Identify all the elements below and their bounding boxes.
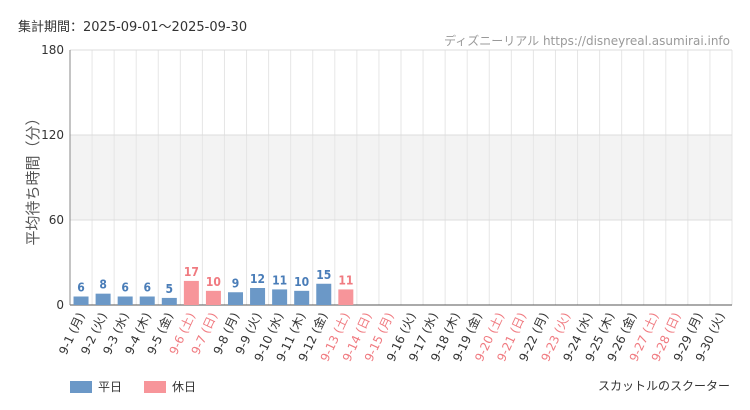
bar bbox=[338, 289, 354, 305]
legend-item-weekday: 平日 bbox=[70, 378, 122, 395]
legend-swatch-holiday bbox=[144, 380, 167, 393]
bar-value-label: 5 bbox=[166, 282, 174, 296]
bar-value-label: 15 bbox=[316, 268, 331, 282]
bar-value-label: 10 bbox=[294, 275, 309, 289]
bar bbox=[183, 280, 199, 305]
bar bbox=[161, 297, 177, 305]
grid-layer bbox=[69, 49, 733, 306]
bar-value-label: 17 bbox=[184, 265, 199, 279]
bar-value-label: 6 bbox=[77, 281, 85, 295]
legend-label-holiday: 休日 bbox=[172, 380, 197, 394]
legend-swatch-weekday bbox=[70, 380, 92, 393]
legend: 平日 休日 bbox=[70, 378, 218, 395]
y-tick-label: 120 bbox=[41, 128, 64, 142]
bar-value-label: 9 bbox=[232, 276, 240, 290]
legend-item-holiday: 休日 bbox=[144, 378, 196, 395]
period-label: 集計期間：2025-09-01～2025-09-30 bbox=[18, 20, 248, 35]
bar bbox=[250, 288, 266, 305]
bar-value-label: 11 bbox=[272, 273, 287, 287]
bar bbox=[73, 296, 89, 305]
y-tick-label: 0 bbox=[56, 298, 64, 312]
source-label: ディズニーリアル https://disneyreal.asumirai.inf… bbox=[444, 34, 730, 48]
bar bbox=[294, 290, 310, 305]
bar bbox=[117, 296, 133, 305]
y-axis-label: 平均待ち時間（分） bbox=[24, 110, 42, 245]
legend-label-weekday: 平日 bbox=[98, 380, 123, 394]
attraction-name: スカットルのスクーター bbox=[597, 379, 730, 393]
y-tick-label: 60 bbox=[49, 213, 64, 227]
bar-value-label: 10 bbox=[206, 275, 221, 289]
bar bbox=[205, 290, 221, 305]
y-tick-label: 180 bbox=[41, 43, 64, 57]
bar bbox=[139, 296, 155, 305]
bar-value-label: 11 bbox=[338, 273, 353, 287]
bar bbox=[272, 289, 288, 305]
bar-value-label: 12 bbox=[250, 272, 265, 286]
bar bbox=[228, 292, 243, 305]
bar-value-label: 6 bbox=[143, 281, 151, 295]
bar bbox=[95, 293, 111, 305]
bar-value-label: 6 bbox=[121, 281, 129, 295]
bar-value-label: 8 bbox=[99, 278, 107, 292]
bar bbox=[316, 283, 332, 305]
